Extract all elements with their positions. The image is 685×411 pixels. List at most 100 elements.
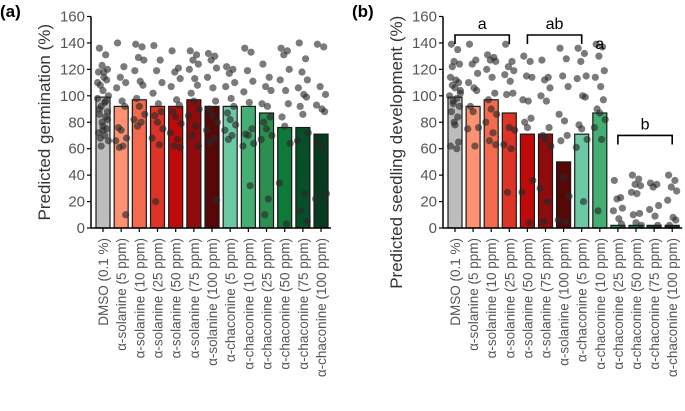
data-point (113, 84, 121, 92)
data-point (141, 110, 149, 118)
data-point (446, 73, 455, 81)
data-point (285, 65, 293, 73)
data-point (204, 49, 213, 58)
data-point (527, 114, 535, 122)
y-tick-label: 120 (412, 61, 437, 78)
data-point (610, 176, 618, 185)
data-point (631, 180, 639, 188)
data-point (528, 73, 536, 81)
data-point (191, 75, 199, 83)
data-point (484, 96, 493, 104)
x-tick-label: α-solanine (50 ppm) (520, 238, 535, 358)
data-point (635, 175, 643, 183)
data-point (590, 123, 599, 132)
data-point (239, 142, 247, 150)
data-point (122, 78, 130, 87)
data-point (104, 92, 112, 100)
data-point (118, 97, 126, 105)
data-point (148, 134, 156, 142)
data-point (222, 63, 231, 71)
x-tick-label: α-solanine (25 ppm) (502, 238, 517, 358)
data-point (518, 188, 526, 196)
data-point (561, 217, 570, 225)
data-point (637, 221, 646, 229)
data-point (133, 122, 142, 130)
data-point (599, 96, 608, 104)
data-point (446, 142, 455, 150)
significance-label: a (478, 16, 487, 33)
data-point (546, 84, 554, 92)
data-point (524, 97, 532, 105)
data-point (294, 84, 302, 92)
data-point (282, 220, 291, 228)
significance-bracket (617, 134, 673, 145)
data-point (482, 118, 490, 126)
y-tick-label: 160 (60, 9, 85, 26)
data-point (185, 65, 193, 73)
data-point (492, 57, 500, 66)
x-tick-label: α-solanine (10 ppm) (484, 238, 499, 358)
data-point (209, 84, 217, 92)
data-point (275, 179, 283, 187)
data-point (673, 187, 681, 195)
data-point (573, 75, 581, 83)
data-point (203, 126, 211, 134)
data-point (227, 94, 235, 103)
data-point (594, 207, 602, 215)
data-point (250, 139, 258, 147)
data-point (226, 116, 234, 124)
x-tick-label: α-chaconine (5 ppm) (575, 238, 590, 362)
data-point (508, 57, 516, 66)
data-point (449, 100, 457, 108)
data-point (99, 126, 107, 134)
data-point (113, 39, 122, 47)
x-tick-label: α-solanine (75 ppm) (187, 238, 202, 358)
data-point (447, 40, 455, 48)
data-point (281, 122, 289, 130)
data-point (466, 102, 474, 110)
data-point (263, 102, 272, 110)
y-tick-label: 100 (412, 88, 437, 105)
data-point (116, 73, 124, 81)
data-point (547, 142, 555, 150)
data-point (302, 93, 311, 101)
data-point (448, 63, 456, 71)
data-point (510, 67, 518, 75)
data-point (473, 86, 481, 95)
data-point (95, 44, 103, 52)
y-tick-label: 60 (68, 141, 85, 158)
data-point (212, 196, 221, 204)
data-point (243, 67, 252, 75)
y-tick-label: 140 (60, 35, 85, 52)
data-point (176, 143, 184, 151)
data-point (213, 118, 222, 126)
data-point (94, 68, 103, 76)
data-point (139, 81, 147, 89)
data-point (155, 141, 163, 149)
data-point (188, 131, 196, 140)
x-tick-label: α-chaconine (100 ppm) (665, 238, 680, 377)
data-point (491, 89, 499, 97)
data-point (456, 89, 464, 97)
data-point (519, 96, 527, 104)
data-point (175, 101, 183, 109)
data-point (299, 110, 307, 118)
data-point (265, 73, 273, 81)
bar-8 (240, 105, 256, 229)
data-point (646, 205, 654, 214)
data-point (206, 138, 214, 146)
data-point (132, 40, 140, 48)
data-point (187, 89, 195, 97)
data-point (455, 60, 464, 68)
data-point (465, 40, 474, 48)
data-point (103, 76, 111, 84)
panel-label-b: (b) (352, 2, 374, 21)
data-point (153, 67, 161, 75)
data-point (541, 135, 550, 144)
data-point (581, 93, 589, 101)
data-point (316, 82, 324, 91)
data-point (654, 221, 662, 229)
x-tick-label: α-solanine (5 ppm) (466, 238, 481, 351)
data-point (284, 100, 292, 108)
